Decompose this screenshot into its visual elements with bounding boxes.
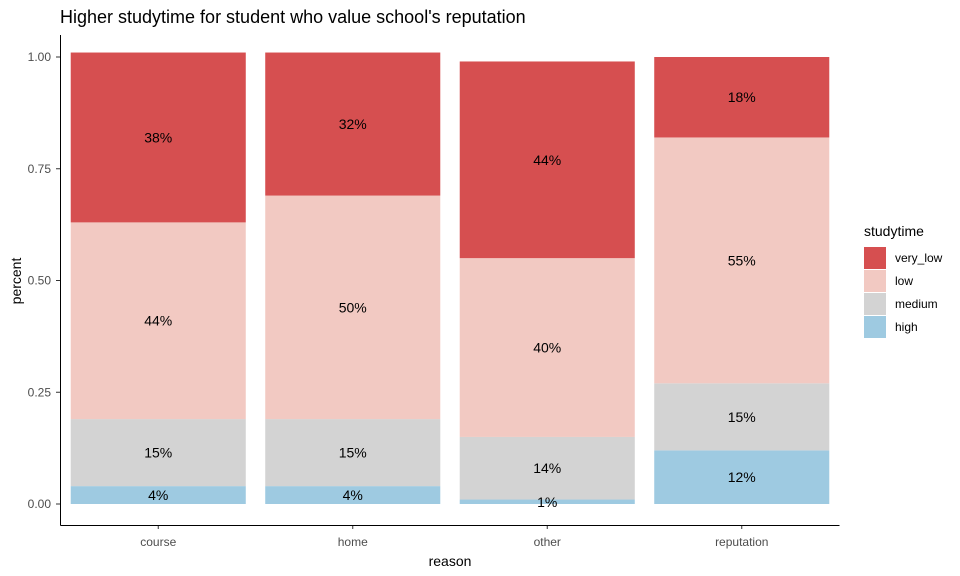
data-label-low-home: 50% [339, 299, 367, 315]
x-tick-label-home: home [338, 535, 368, 549]
x-tick-label-reputation: reputation [715, 535, 768, 549]
data-label-very-low-course: 38% [144, 129, 172, 145]
x-axis-title: reason [429, 553, 472, 569]
data-label-very-low-reputation: 18% [728, 89, 756, 105]
data-label-high-reputation: 12% [728, 469, 756, 485]
bar-very-low-home [265, 52, 441, 196]
bar-high-course [70, 486, 246, 504]
x-tick-label-other: other [534, 535, 561, 549]
x-axis: course home other reputation [60, 525, 840, 549]
y-tick-label: 0.75 [28, 162, 52, 176]
data-label-medium-reputation: 15% [728, 409, 756, 425]
y-tick-label: 0.00 [28, 497, 52, 511]
data-label-medium-course: 15% [144, 445, 172, 461]
bar-low-home [265, 195, 441, 420]
data-label-low-course: 44% [144, 313, 172, 329]
bar-medium-course [70, 419, 246, 487]
y-axis-title: percent [8, 258, 24, 305]
data-label-low-reputation: 55% [728, 252, 756, 268]
legend-title: studytime [864, 223, 924, 239]
data-label-high-other: 1% [537, 494, 557, 510]
data-label-low-other: 40% [533, 340, 561, 356]
bar-medium-home [265, 419, 441, 487]
bar-low-course [70, 222, 246, 420]
bar-medium-reputation [654, 383, 830, 451]
bar-very-low-other [459, 61, 635, 259]
x-tick-label-course: course [140, 535, 176, 549]
data-label-high-course: 4% [148, 487, 168, 503]
bar-very-low-course [70, 52, 246, 223]
bar-high-reputation [654, 450, 830, 504]
data-label-medium-home: 15% [339, 445, 367, 461]
data-label-very-low-home: 32% [339, 116, 367, 132]
legend-label-very-low: very_low [895, 251, 943, 265]
bar-medium-other [459, 436, 635, 500]
data-label-medium-other: 14% [533, 460, 561, 476]
legend-swatch-low [864, 270, 886, 292]
data-label-very-low-other: 44% [533, 152, 561, 168]
y-axis: 0.00 0.25 0.50 0.75 1.00 [28, 35, 61, 526]
bar-high-other [459, 499, 635, 504]
y-tick-label: 0.25 [28, 385, 52, 399]
bar-very-low-reputation [654, 57, 830, 138]
legend-label-medium: medium [895, 297, 938, 311]
chart-title: Higher studytime for student who value s… [60, 7, 526, 27]
legend-label-low: low [895, 274, 913, 288]
y-tick-label: 0.50 [28, 274, 52, 288]
data-label-high-home: 4% [343, 487, 363, 503]
bar-low-reputation [654, 137, 830, 384]
plot-area: 4% 15% 44% 38% 4% 15% 50% 32% 1% 14% 40% 44% 12% 15% 5… [70, 52, 830, 510]
y-tick-label: 1.00 [28, 50, 52, 64]
legend-swatch-very-low [864, 247, 886, 269]
bar-low-other [459, 258, 635, 437]
legend-label-high: high [895, 320, 918, 334]
legend-swatch-high [864, 316, 886, 338]
legend-swatch-medium [864, 293, 886, 315]
bar-high-home [265, 486, 441, 504]
